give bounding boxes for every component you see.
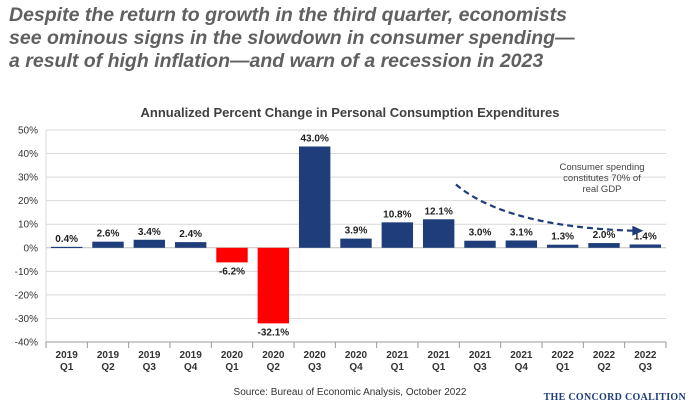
x-tick-year: 2020	[221, 350, 244, 361]
x-tick-year: 2021	[428, 350, 451, 361]
x-tick-year: 2019	[180, 350, 203, 361]
annotation-text: constitutes 70% of	[563, 173, 641, 184]
x-tick-year: 2022	[593, 350, 616, 361]
x-tick-quarter: Q4	[349, 362, 363, 373]
data-label: 2.4%	[179, 229, 202, 240]
y-tick-label: 10%	[18, 220, 38, 231]
data-label: 2.0%	[593, 230, 616, 241]
bar	[92, 241, 124, 248]
data-label: 3.9%	[345, 226, 368, 237]
x-tick-year: 2021	[469, 350, 492, 361]
bar	[464, 240, 496, 248]
brand-logo: THE CONCORD COALITION	[543, 392, 686, 403]
y-tick-label: -10%	[15, 267, 38, 278]
data-label: 0.4%	[55, 234, 78, 245]
x-tick-quarter: Q1	[225, 362, 239, 373]
x-tick-quarter: Q1	[432, 362, 446, 373]
bar	[340, 238, 372, 248]
x-tick-year: 2019	[56, 350, 79, 361]
annotation-text: Consumer spending	[559, 162, 644, 173]
x-tick-year: 2022	[552, 350, 575, 361]
bar	[216, 247, 248, 263]
x-tick-quarter: Q1	[60, 362, 74, 373]
y-axis-ticks: -40% -30% -20% -10% 0% 10% 20% 30% 40% 50%	[15, 126, 38, 349]
y-tick-label: 30%	[18, 173, 38, 184]
x-tick-year: 2021	[510, 350, 533, 361]
y-tick-label: 50%	[18, 126, 38, 137]
x-tick-year: 2019	[97, 350, 120, 361]
bar	[422, 219, 455, 248]
data-label: 10.8%	[383, 209, 411, 220]
x-tick-year: 2020	[304, 350, 327, 361]
data-label: 3.1%	[510, 227, 533, 238]
x-tick-quarter: Q3	[143, 362, 157, 373]
bar	[50, 246, 83, 249]
headline-line-3: a result of high inflation—and warn of a…	[9, 50, 544, 72]
y-tick-label: -20%	[15, 290, 38, 301]
y-tick-label: 0%	[24, 243, 39, 254]
x-tick-quarter: Q2	[267, 362, 281, 373]
bar	[257, 247, 290, 324]
data-label: -32.1%	[257, 327, 289, 338]
x-tick-year: 2021	[386, 350, 409, 361]
data-label: 3.0%	[469, 228, 492, 239]
y-tick-label: 40%	[18, 149, 38, 160]
source-note: Source: Bureau of Economic Analysis, Oct…	[233, 387, 467, 398]
x-tick-quarter: Q2	[101, 362, 115, 373]
x-tick-quarter: Q3	[308, 362, 322, 373]
x-tick-quarter: Q4	[184, 362, 198, 373]
x-tick-quarter: Q3	[473, 362, 487, 373]
x-tick-quarter: Q4	[515, 362, 529, 373]
y-tick-label: 20%	[18, 196, 38, 207]
data-label: 3.4%	[138, 227, 161, 238]
bar	[629, 244, 662, 248]
bar	[546, 244, 579, 248]
chart-title: Annualized Percent Change in Personal Co…	[141, 105, 560, 120]
x-axis-ticks: 2019Q12019Q22019Q32019Q42020Q12020Q22020…	[45, 341, 667, 373]
annotation-text: real GDP	[582, 184, 621, 195]
data-label: 1.4%	[634, 231, 657, 242]
bar	[174, 242, 207, 248]
headline-line-1: Despite the return to growth in the thir…	[9, 4, 567, 26]
x-tick-year: 2020	[345, 350, 368, 361]
bar	[588, 243, 620, 248]
headline-line-2: see ominous signs in the slowdown in con…	[9, 27, 575, 49]
data-label: 12.1%	[424, 206, 452, 217]
x-tick-year: 2020	[262, 350, 285, 361]
y-tick-label: -30%	[15, 314, 38, 325]
data-label: 1.3%	[551, 232, 574, 243]
data-labels: 0.4% 2.6% 3.4% 2.4% -6.2% -32.1% 43.0% 3.9% 10.8…	[55, 133, 657, 338]
x-tick-year: 2019	[138, 350, 161, 361]
bars	[50, 146, 662, 324]
x-tick-year: 2022	[634, 350, 657, 361]
bar	[381, 222, 414, 248]
x-tick-quarter: Q2	[597, 362, 611, 373]
bar	[133, 239, 166, 248]
bar	[505, 240, 538, 248]
x-tick-quarter: Q1	[556, 362, 570, 373]
bar	[298, 146, 331, 248]
arrow-head-icon	[632, 225, 644, 236]
headline: Despite the return to growth in the thir…	[9, 4, 699, 73]
y-tick-label: -40%	[15, 338, 38, 349]
x-tick-quarter: Q3	[639, 362, 653, 373]
data-label: 43.0%	[300, 133, 328, 144]
data-label: 2.6%	[97, 229, 120, 240]
data-label: -6.2%	[219, 266, 245, 277]
x-tick-quarter: Q1	[391, 362, 405, 373]
